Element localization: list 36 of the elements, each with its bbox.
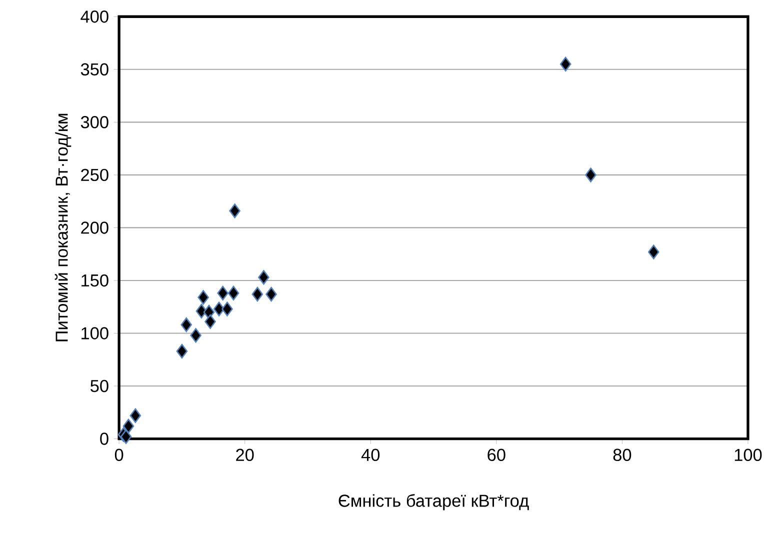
point	[122, 418, 134, 434]
x-tick-label: 20	[236, 448, 254, 462]
y-tick-label: 400	[80, 10, 108, 23]
point	[252, 286, 264, 302]
y-tick-label: 300	[80, 116, 108, 128]
point	[176, 344, 188, 359]
y-tick-label: 250	[81, 168, 108, 182]
y-axis-title: Питомий показник, Вт·год/км	[54, 114, 72, 342]
x-tick-label: 60	[488, 448, 506, 462]
x-tick-label: 0	[114, 448, 124, 462]
y-tick-label: 100	[82, 327, 108, 340]
point	[266, 286, 277, 302]
point	[585, 168, 596, 182]
y-tick-label: 350	[80, 63, 108, 76]
point	[190, 328, 202, 343]
x-axis-title: Ємність батареї кВт*год	[338, 494, 529, 510]
point	[217, 286, 228, 300]
point	[198, 290, 209, 305]
point	[130, 408, 142, 423]
y-tick-label: 50	[90, 380, 108, 392]
point	[222, 302, 233, 316]
point	[560, 56, 572, 72]
y-tick-label: 200	[81, 222, 108, 234]
point	[204, 314, 216, 329]
x-tick-label: 40	[361, 448, 380, 462]
x-tick-label: 80	[613, 448, 632, 462]
point	[228, 286, 240, 300]
point	[648, 244, 660, 260]
point	[213, 302, 225, 316]
y-tick-label: 0	[100, 432, 108, 445]
point	[120, 429, 132, 444]
x-tick-label: 100	[734, 448, 762, 462]
y-tick-label: 150	[82, 274, 108, 287]
point	[258, 270, 270, 285]
point	[229, 204, 240, 218]
point	[180, 318, 192, 332]
